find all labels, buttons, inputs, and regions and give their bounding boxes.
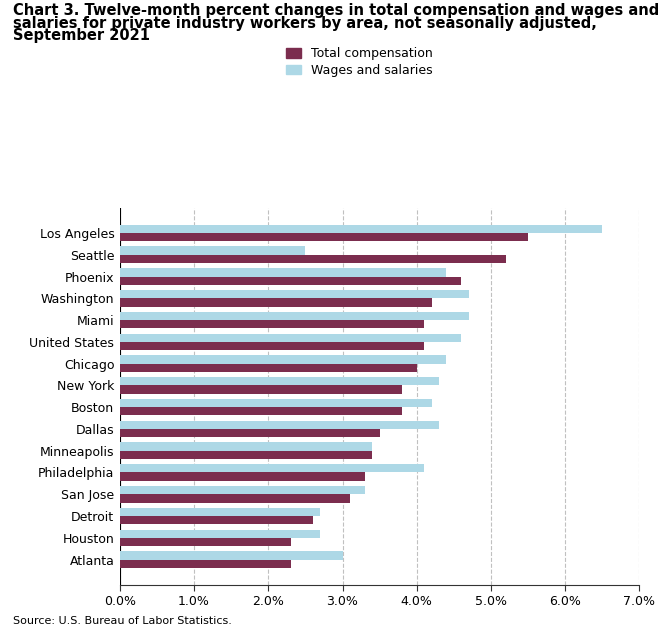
Bar — [120, 364, 417, 372]
Bar — [120, 247, 306, 255]
Bar — [120, 298, 432, 306]
Bar — [120, 530, 320, 538]
Bar — [120, 464, 424, 472]
Bar — [120, 508, 320, 516]
Bar — [120, 268, 446, 277]
Bar — [120, 538, 290, 546]
Bar — [120, 407, 402, 415]
Bar — [120, 342, 424, 350]
Text: Chart 3. Twelve-month percent changes in total compensation and wages and: Chart 3. Twelve-month percent changes in… — [13, 3, 659, 18]
Bar — [120, 290, 469, 298]
Bar — [120, 442, 372, 451]
Bar — [120, 312, 469, 320]
Bar — [120, 472, 365, 481]
Legend: Total compensation, Wages and salaries: Total compensation, Wages and salaries — [286, 47, 433, 77]
Bar — [120, 486, 365, 494]
Bar — [120, 551, 342, 560]
Bar — [120, 399, 432, 407]
Bar — [120, 451, 372, 459]
Bar — [120, 494, 350, 503]
Bar — [120, 333, 462, 342]
Bar — [120, 516, 313, 525]
Text: salaries for private industry workers by area, not seasonally adjusted,: salaries for private industry workers by… — [13, 16, 597, 31]
Text: Source: U.S. Bureau of Labor Statistics.: Source: U.S. Bureau of Labor Statistics. — [13, 616, 232, 626]
Bar — [120, 320, 424, 328]
Text: September 2021: September 2021 — [13, 28, 151, 43]
Bar — [120, 429, 380, 437]
Bar — [120, 355, 446, 364]
Bar — [120, 225, 602, 233]
Bar — [120, 386, 402, 394]
Bar — [120, 277, 462, 285]
Bar — [120, 560, 290, 568]
Bar — [120, 377, 439, 386]
Bar — [120, 233, 528, 242]
Bar — [120, 255, 505, 263]
Bar — [120, 421, 439, 429]
